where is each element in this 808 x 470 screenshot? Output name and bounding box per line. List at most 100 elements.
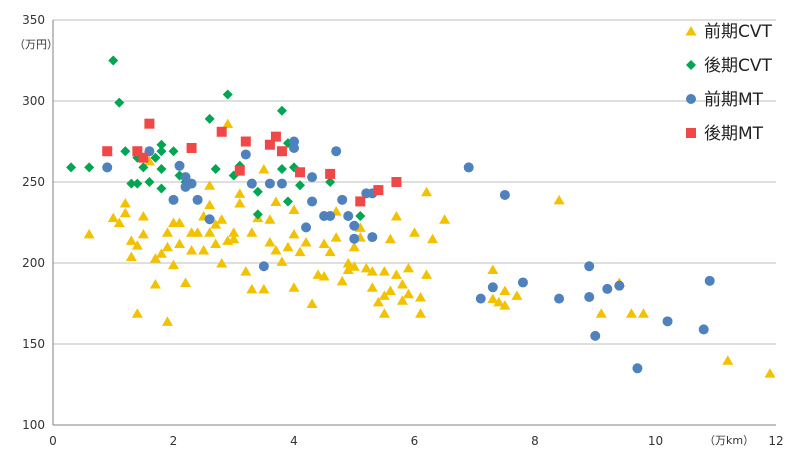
data-point [553, 194, 565, 205]
data-point [131, 240, 143, 250]
data-point [366, 266, 378, 276]
data-point [156, 164, 167, 175]
data-point [330, 232, 342, 242]
legend-marker [686, 128, 696, 138]
legend-label: 後期CVT [704, 56, 772, 76]
data-point [499, 189, 510, 200]
data-point [114, 97, 125, 108]
data-point [228, 233, 240, 244]
data-point [301, 222, 312, 233]
data-point [288, 204, 300, 215]
data-point [294, 246, 306, 257]
legend-label: 後期MT [704, 124, 764, 144]
data-point [342, 264, 354, 274]
data-point [156, 183, 167, 194]
legend-item: 後期MT [686, 124, 764, 144]
data-point [125, 235, 137, 245]
data-point [174, 238, 186, 249]
data-point [102, 162, 113, 173]
data-point [234, 188, 246, 198]
data-point [355, 211, 366, 222]
data-point [384, 233, 396, 244]
data-point [384, 285, 396, 296]
data-point [138, 152, 149, 163]
data-point [722, 355, 734, 365]
data-point [192, 194, 203, 205]
data-point [487, 282, 498, 293]
data-point [487, 293, 499, 304]
data-point [264, 178, 275, 189]
data-point [119, 207, 131, 218]
data-point [396, 295, 408, 305]
data-point [764, 368, 776, 378]
data-point [222, 118, 234, 129]
data-point [174, 160, 185, 171]
data-point [240, 136, 251, 147]
data-point [144, 177, 155, 187]
legend-label: 前期CVT [704, 22, 772, 42]
data-point [216, 258, 228, 268]
data-point [336, 275, 348, 286]
data-point [295, 180, 306, 191]
y-tick-label: 200 [22, 256, 45, 270]
data-point [143, 155, 155, 166]
data-point [475, 293, 486, 304]
legend-marker [685, 26, 697, 36]
data-point [704, 275, 715, 286]
data-point [349, 233, 360, 244]
data-point [120, 146, 131, 157]
x-tick-label: 6 [411, 434, 419, 448]
data-point [204, 214, 215, 225]
data-point [240, 149, 251, 160]
data-point [390, 269, 402, 279]
data-point [131, 308, 143, 318]
data-point [349, 220, 360, 231]
data-point [204, 227, 216, 237]
data-point [150, 152, 161, 163]
data-point [402, 288, 414, 299]
data-point [499, 285, 511, 296]
data-point [252, 186, 263, 197]
data-point [132, 178, 143, 189]
data-point [511, 290, 523, 300]
data-point [396, 279, 408, 289]
x-tick-label: 4 [290, 434, 298, 448]
data-point [149, 253, 161, 263]
data-point [264, 236, 276, 247]
data-point [409, 227, 420, 237]
data-point [204, 113, 215, 124]
data-point [222, 89, 233, 100]
y-tick-label: 100 [22, 418, 45, 432]
data-point [331, 146, 342, 157]
data-point [156, 146, 167, 157]
x-tick-labels: 0 2 4 6 8 10 12 [49, 434, 783, 448]
data-point [156, 139, 167, 150]
data-point [325, 177, 336, 187]
axes [52, 20, 776, 426]
data-point [276, 164, 287, 175]
data-point [421, 186, 433, 197]
data-point [318, 270, 330, 281]
data-point [276, 105, 287, 116]
data-point [427, 233, 439, 244]
x-tick-label: 0 [49, 434, 57, 448]
data-point [662, 316, 673, 327]
data-point [306, 298, 318, 308]
data-point [288, 228, 300, 239]
data-point [373, 185, 384, 196]
series-0 [83, 118, 776, 378]
data-point [246, 178, 257, 189]
data-point [391, 177, 402, 187]
data-point [137, 228, 149, 239]
data-point [698, 324, 709, 335]
data-point [161, 241, 173, 252]
data-point [355, 196, 366, 207]
data-point [216, 126, 227, 137]
data-point [264, 214, 276, 224]
series-2 [102, 136, 715, 374]
data-point [343, 211, 354, 222]
data-point [372, 296, 384, 307]
data-point [102, 146, 113, 157]
legend-item: 前期CVT [685, 22, 772, 42]
data-point [295, 167, 306, 178]
